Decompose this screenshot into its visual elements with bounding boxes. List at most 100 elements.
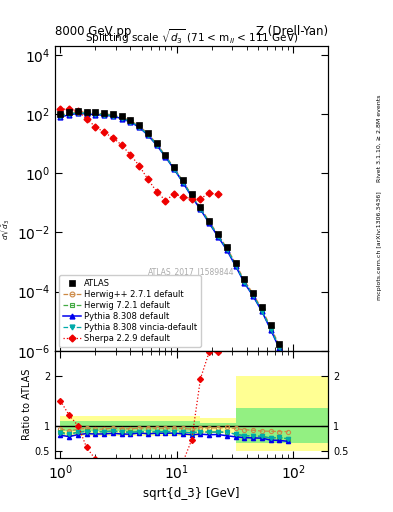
Herwig++ 2.7.1 default [286, 361, 290, 368]
Herwig 7.2.1 default [277, 344, 282, 350]
Pythia 8.308 vincia-default [189, 193, 194, 199]
Pythia 8.308 default [67, 112, 72, 118]
Herwig 7.2.1 default [137, 124, 141, 130]
Pythia 8.308 vincia-default [268, 326, 273, 332]
Herwig++ 2.7.1 default [58, 112, 63, 118]
Pythia 8.308 vincia-default [277, 344, 282, 350]
Line: Sherpa 2.2.9 default: Sherpa 2.2.9 default [58, 106, 220, 203]
ATLAS [224, 244, 229, 250]
Herwig 7.2.1 default [172, 166, 176, 172]
Pythia 8.308 default [110, 113, 115, 119]
ATLAS [145, 130, 150, 136]
Herwig 7.2.1 default [93, 111, 98, 117]
Pythia 8.308 vincia-default [259, 308, 264, 314]
Herwig 7.2.1 default [84, 110, 89, 116]
Pythia 8.308 vincia-default [163, 154, 168, 160]
Pythia 8.308 default [163, 154, 168, 160]
Pythia 8.308 vincia-default [154, 142, 159, 148]
Pythia 8.308 vincia-default [145, 132, 150, 138]
Herwig++ 2.7.1 default [268, 324, 273, 330]
Herwig 7.2.1 default [207, 219, 211, 225]
Herwig++ 2.7.1 default [251, 291, 255, 297]
Pythia 8.308 default [119, 116, 124, 122]
Pythia 8.308 vincia-default [242, 279, 247, 285]
Herwig++ 2.7.1 default [102, 111, 107, 117]
Herwig++ 2.7.1 default [259, 306, 264, 312]
Herwig++ 2.7.1 default [93, 110, 98, 116]
Herwig 7.2.1 default [102, 112, 107, 118]
Sherpa 2.2.9 default [58, 106, 63, 112]
Pythia 8.308 vincia-default [67, 111, 72, 117]
Pythia 8.308 vincia-default [84, 110, 89, 116]
Text: mcplots.cern.ch [arXiv:1306.3436]: mcplots.cern.ch [arXiv:1306.3436] [377, 191, 382, 300]
Pythia 8.308 default [207, 220, 211, 226]
Pythia 8.308 default [93, 112, 98, 118]
Herwig++ 2.7.1 default [189, 192, 194, 198]
ATLAS [58, 111, 63, 117]
Line: Herwig 7.2.1 default: Herwig 7.2.1 default [58, 110, 290, 370]
Herwig 7.2.1 default [110, 113, 115, 119]
Pythia 8.308 default [242, 280, 247, 286]
Pythia 8.308 vincia-default [251, 292, 255, 298]
Line: Pythia 8.308 default: Pythia 8.308 default [58, 111, 290, 370]
ATLAS [268, 322, 273, 328]
ATLAS [84, 109, 89, 115]
ATLAS [67, 109, 72, 115]
Pythia 8.308 vincia-default [286, 364, 290, 370]
Pythia 8.308 vincia-default [233, 262, 238, 268]
ATLAS [189, 191, 194, 197]
Herwig 7.2.1 default [189, 193, 194, 199]
Pythia 8.308 default [198, 206, 203, 212]
Pythia 8.308 vincia-default [198, 206, 203, 212]
Sherpa 2.2.9 default [110, 135, 115, 141]
Herwig++ 2.7.1 default [224, 244, 229, 250]
Herwig++ 2.7.1 default [198, 205, 203, 211]
Pythia 8.308 default [286, 365, 290, 371]
Title: Splitting scale $\sqrt{d_3}$ (71 < m$_{ll}$ < 111 GeV): Splitting scale $\sqrt{d_3}$ (71 < m$_{l… [85, 27, 298, 46]
Herwig 7.2.1 default [251, 292, 255, 298]
ATLAS [251, 289, 255, 295]
ATLAS [76, 108, 81, 114]
Pythia 8.308 vincia-default [181, 179, 185, 185]
Y-axis label: $\frac{d\sigma}{d\sqrt{\bar{d}_{3}}}$ [pb,GeV$^{-1}$]: $\frac{d\sigma}{d\sqrt{\bar{d}_{3}}}$ [p… [0, 157, 13, 240]
Sherpa 2.2.9 default [84, 116, 89, 122]
Pythia 8.308 default [58, 114, 63, 120]
Herwig++ 2.7.1 default [181, 178, 185, 184]
Herwig 7.2.1 default [286, 364, 290, 370]
Pythia 8.308 default [181, 180, 185, 186]
Pythia 8.308 default [154, 142, 159, 148]
ATLAS [198, 204, 203, 210]
ATLAS [128, 117, 133, 123]
Pythia 8.308 default [172, 166, 176, 173]
Herwig 7.2.1 default [224, 246, 229, 252]
ATLAS [259, 305, 264, 311]
Herwig++ 2.7.1 default [242, 278, 247, 284]
Herwig++ 2.7.1 default [233, 260, 238, 266]
Herwig++ 2.7.1 default [216, 231, 220, 238]
Sherpa 2.2.9 default [207, 190, 211, 197]
ATLAS [110, 111, 115, 117]
Sherpa 2.2.9 default [163, 198, 168, 204]
ATLAS [286, 360, 290, 366]
Sherpa 2.2.9 default [128, 152, 133, 158]
Pythia 8.308 vincia-default [110, 113, 115, 119]
ATLAS [154, 140, 159, 146]
Pythia 8.308 default [277, 345, 282, 351]
Sherpa 2.2.9 default [216, 191, 220, 197]
ATLAS [93, 109, 98, 115]
Sherpa 2.2.9 default [145, 176, 150, 182]
Sherpa 2.2.9 default [102, 130, 107, 136]
Pythia 8.308 vincia-default [216, 233, 220, 239]
Pythia 8.308 default [259, 308, 264, 314]
Herwig 7.2.1 default [181, 179, 185, 185]
Herwig++ 2.7.1 default [163, 153, 168, 159]
ATLAS [233, 260, 238, 266]
ATLAS [119, 113, 124, 119]
Text: 8000 GeV pp: 8000 GeV pp [55, 26, 131, 38]
Herwig++ 2.7.1 default [84, 110, 89, 116]
Herwig 7.2.1 default [198, 206, 203, 212]
Pythia 8.308 vincia-default [119, 115, 124, 121]
Herwig 7.2.1 default [259, 308, 264, 314]
Sherpa 2.2.9 default [189, 196, 194, 202]
Herwig 7.2.1 default [268, 326, 273, 332]
